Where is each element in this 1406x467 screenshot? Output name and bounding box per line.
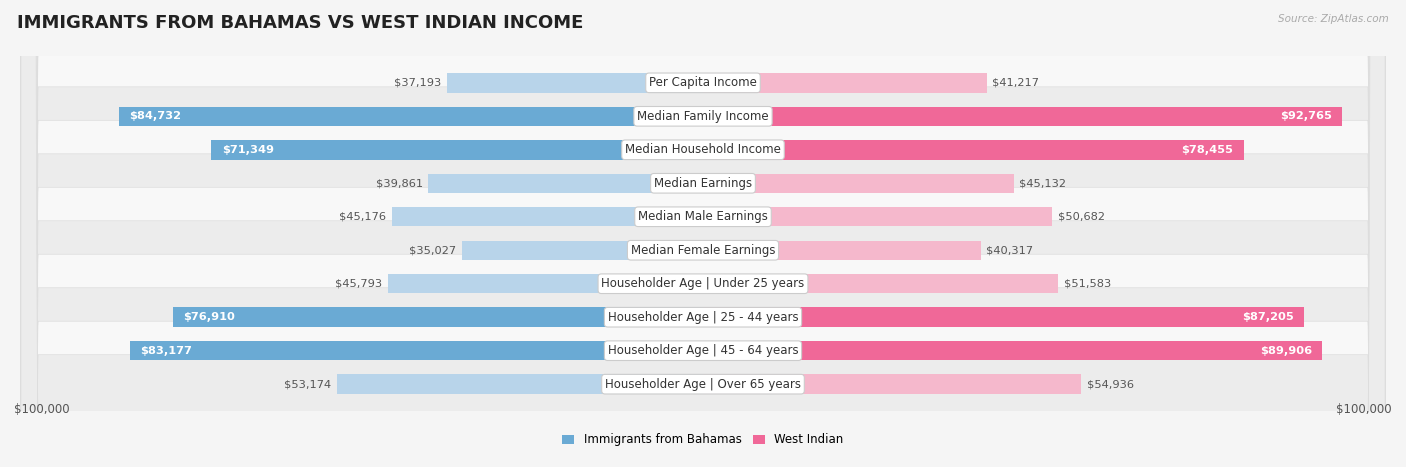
Text: $100,000: $100,000 [1336, 403, 1392, 416]
Text: Median Earnings: Median Earnings [654, 177, 752, 190]
Text: $92,765: $92,765 [1279, 111, 1331, 121]
Text: Median Female Earnings: Median Female Earnings [631, 244, 775, 257]
Bar [703, 274, 1059, 293]
FancyBboxPatch shape [21, 0, 1385, 467]
Text: $87,205: $87,205 [1241, 312, 1294, 322]
Text: $84,732: $84,732 [129, 111, 181, 121]
Bar [461, 241, 703, 260]
Legend: Immigrants from Bahamas, West Indian: Immigrants from Bahamas, West Indian [558, 429, 848, 451]
Text: $54,936: $54,936 [1087, 379, 1135, 389]
Text: $51,583: $51,583 [1064, 279, 1111, 289]
FancyBboxPatch shape [21, 0, 1385, 467]
Text: IMMIGRANTS FROM BAHAMAS VS WEST INDIAN INCOME: IMMIGRANTS FROM BAHAMAS VS WEST INDIAN I… [17, 14, 583, 32]
Text: $45,132: $45,132 [1019, 178, 1066, 188]
Bar [447, 73, 703, 92]
Bar [429, 174, 703, 193]
Text: $50,682: $50,682 [1057, 212, 1105, 222]
Text: Householder Age | 25 - 44 years: Householder Age | 25 - 44 years [607, 311, 799, 324]
Bar [173, 307, 703, 327]
Text: $100,000: $100,000 [14, 403, 70, 416]
Text: $76,910: $76,910 [183, 312, 235, 322]
Bar [703, 375, 1081, 394]
Text: $45,176: $45,176 [339, 212, 387, 222]
Bar [703, 207, 1052, 226]
Text: Median Male Earnings: Median Male Earnings [638, 210, 768, 223]
Bar [703, 341, 1323, 361]
Bar [392, 207, 703, 226]
Bar [388, 274, 703, 293]
Text: $83,177: $83,177 [141, 346, 193, 356]
FancyBboxPatch shape [21, 0, 1385, 467]
Bar [703, 241, 981, 260]
Text: Householder Age | Under 25 years: Householder Age | Under 25 years [602, 277, 804, 290]
Text: $35,027: $35,027 [409, 245, 456, 255]
Text: Median Household Income: Median Household Income [626, 143, 780, 156]
Text: Householder Age | 45 - 64 years: Householder Age | 45 - 64 years [607, 344, 799, 357]
FancyBboxPatch shape [21, 0, 1385, 467]
Text: $40,317: $40,317 [986, 245, 1033, 255]
FancyBboxPatch shape [21, 0, 1385, 467]
Text: $53,174: $53,174 [284, 379, 332, 389]
Bar [703, 106, 1343, 126]
Text: $45,793: $45,793 [335, 279, 382, 289]
FancyBboxPatch shape [21, 0, 1385, 467]
Bar [120, 106, 703, 126]
Text: $37,193: $37,193 [394, 78, 441, 88]
Text: $78,455: $78,455 [1181, 145, 1233, 155]
Bar [336, 375, 703, 394]
Text: $89,906: $89,906 [1260, 346, 1312, 356]
Text: Median Family Income: Median Family Income [637, 110, 769, 123]
Bar [211, 140, 703, 160]
Text: $71,349: $71,349 [222, 145, 274, 155]
Bar [129, 341, 703, 361]
FancyBboxPatch shape [21, 0, 1385, 467]
Text: $41,217: $41,217 [993, 78, 1039, 88]
Text: Per Capita Income: Per Capita Income [650, 76, 756, 89]
Bar [703, 307, 1303, 327]
FancyBboxPatch shape [21, 0, 1385, 467]
Text: Householder Age | Over 65 years: Householder Age | Over 65 years [605, 378, 801, 391]
FancyBboxPatch shape [21, 0, 1385, 467]
Bar [703, 140, 1243, 160]
Bar [703, 174, 1014, 193]
FancyBboxPatch shape [21, 0, 1385, 467]
Bar [703, 73, 987, 92]
Text: Source: ZipAtlas.com: Source: ZipAtlas.com [1278, 14, 1389, 24]
Text: $39,861: $39,861 [375, 178, 423, 188]
